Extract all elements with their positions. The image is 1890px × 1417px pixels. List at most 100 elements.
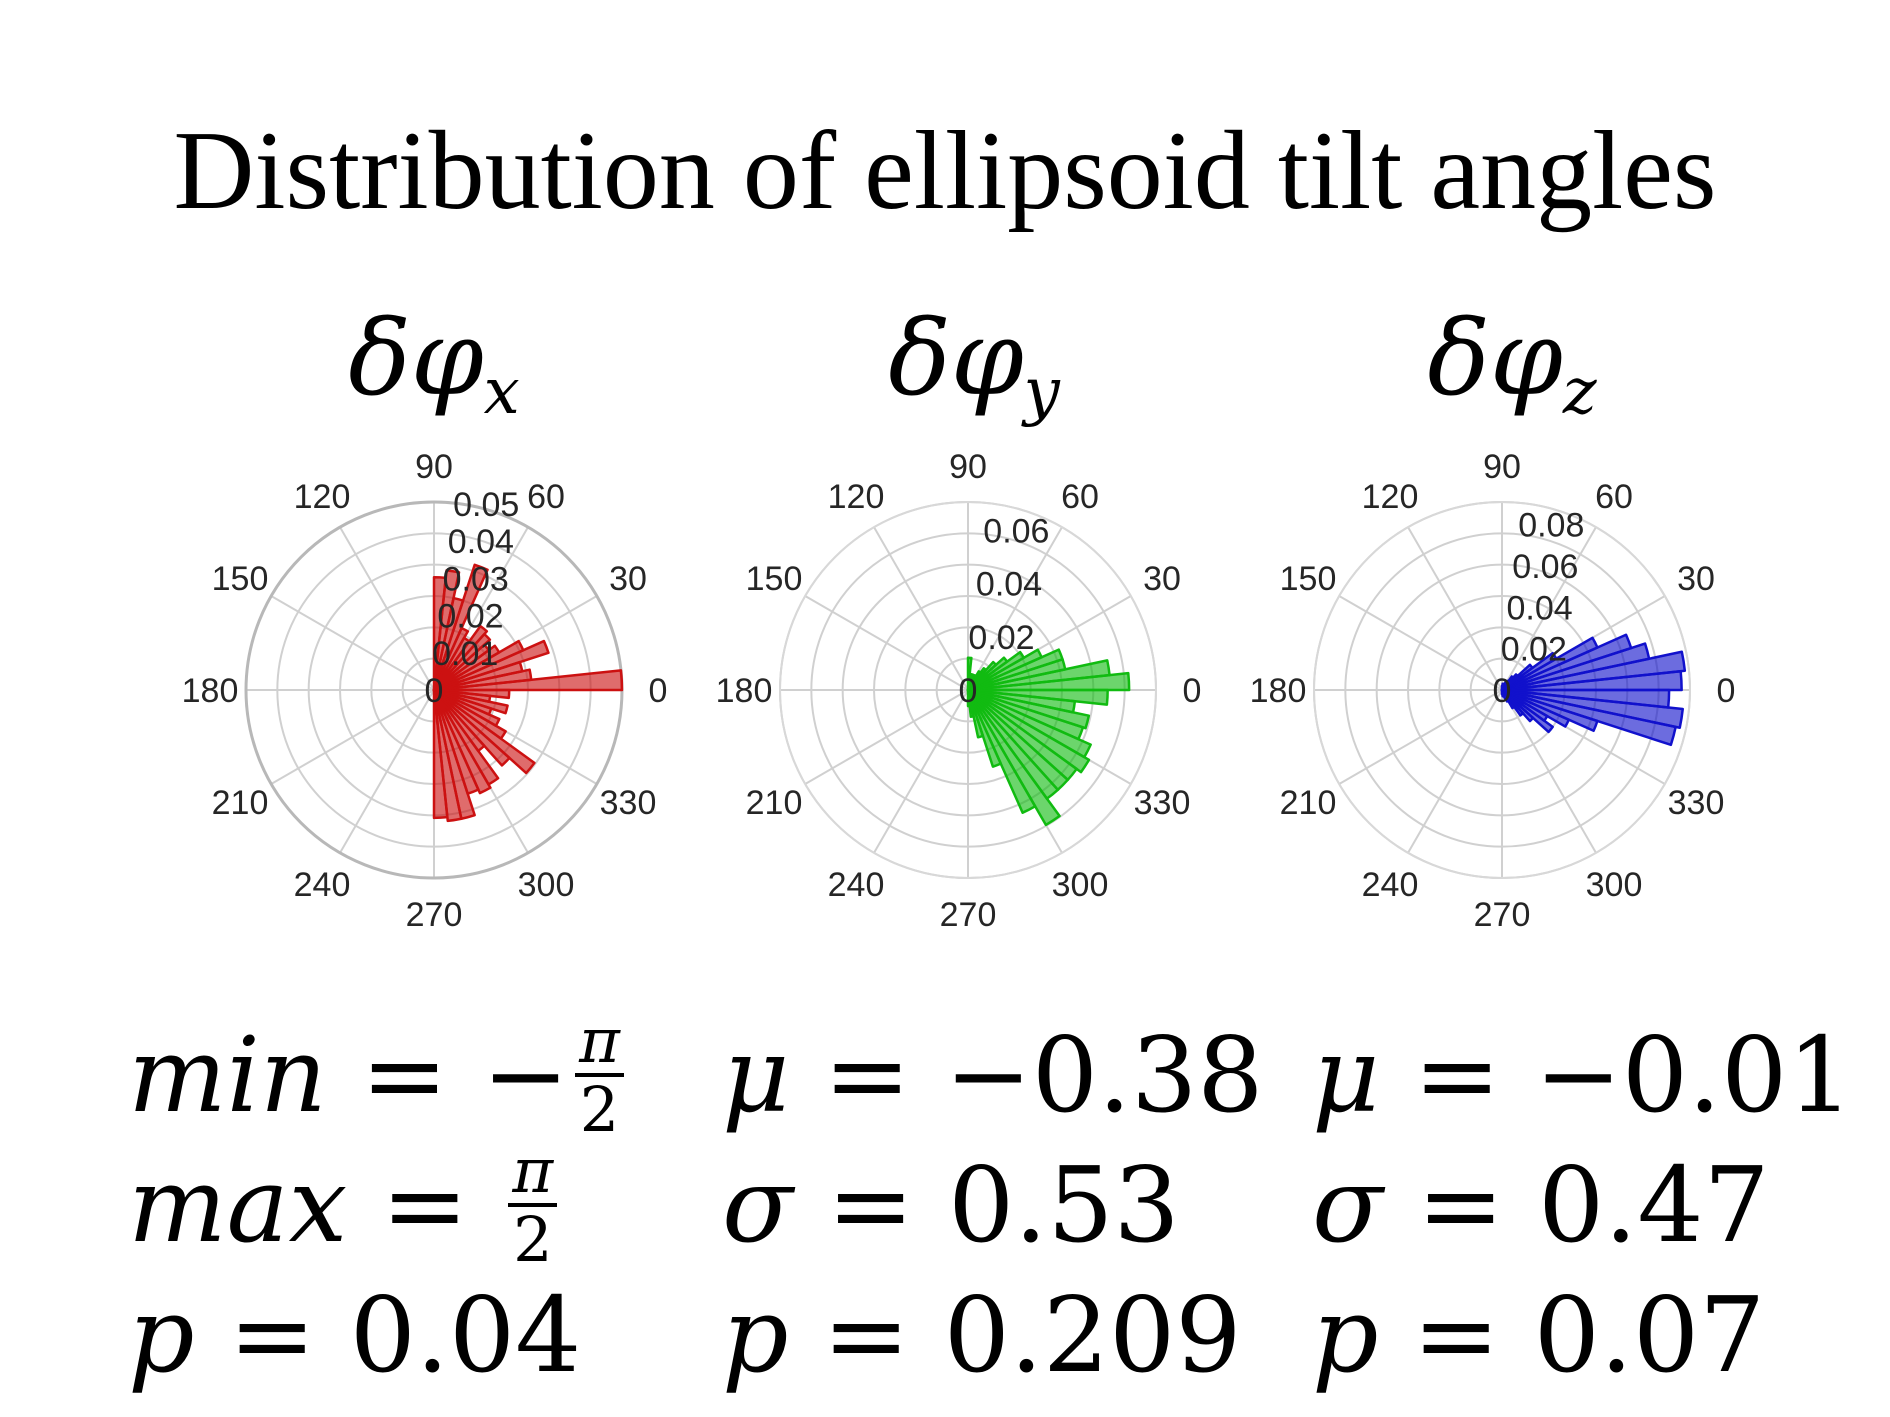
radial-tick-label: 0.01 [432,635,498,673]
radial-tick-label: 0 [1493,672,1512,710]
stat-min: min = − π 2 [128,1008,624,1142]
grid-spoke [1407,689,1503,854]
stat-sigma-eq: = [827,1144,915,1266]
stat-p-var: p [128,1274,195,1396]
angle-tick-label: 300 [518,866,575,904]
polar-chart-y: 0 30 60 90 120 150 180 210 240 270 300 330 0 0.02 0.04… [716,448,1202,934]
grid-spoke [1501,689,1597,854]
angle-tick-label: 240 [294,866,351,904]
stat-p: p = 0.04 [128,1270,624,1400]
angle-tick-label: 270 [940,896,997,934]
grid-spoke [804,595,969,691]
stat-sigma: σ = 0.47 [1312,1140,1853,1270]
stat-max-eq: = [381,1144,469,1266]
polar-bar [966,688,1091,774]
stat-sigma-eq: = [1417,1144,1505,1266]
radial-tick-label: 0.04 [1507,589,1573,627]
outer-circle [779,501,1157,879]
stat-sigma-value: 0.47 [1538,1144,1770,1266]
stat-p-var: p [722,1274,789,1396]
grid-spoke [1501,526,1597,691]
angle-tick-label: 60 [1595,478,1633,516]
angle-tick-label: 210 [746,784,803,822]
radial-tick-label: 0.02 [968,619,1034,657]
grid-spoke [873,689,969,854]
angle-tick-label: 270 [1474,896,1531,934]
angle-tick-label: 120 [828,478,885,516]
stat-max-numerator: π [508,1138,558,1207]
grid-spoke [339,689,435,854]
outer-circle [1313,501,1691,879]
polar-bar [432,624,489,692]
page-title: Distribution of ellipsoid tilt angles [173,109,1717,233]
stat-min-denominator: 2 [579,1073,620,1146]
stat-p-eq: = [822,1274,910,1396]
angle-tick-label: 240 [828,866,885,904]
grid-spoke [270,595,435,691]
angle-tick-label: 30 [609,560,647,598]
angle-tick-label: 90 [1483,448,1521,486]
radial-tick-label: 0.08 [1518,507,1584,545]
stat-max: max = π 2 [128,1138,624,1272]
radial-tick-label: 0.04 [448,523,514,561]
polar-bar [432,688,536,775]
stat-sigma: σ = 0.53 [722,1140,1263,1270]
polar-bar [1500,688,1684,730]
stats-x: min = − π 2 max = π 2 p = 0.04 [128,1008,624,1400]
radial-tick-label: 0.06 [1512,548,1578,586]
stat-min-fraction: π 2 [575,1008,624,1142]
angle-tick-label: 90 [415,448,453,486]
stat-mu-var: μ [722,1014,790,1136]
polar-bar [966,688,1092,759]
angle-tick-label: 60 [527,478,565,516]
angle-tick-label: 30 [1677,560,1715,598]
radial-tick-label: 0 [425,672,444,710]
stat-mu-var: μ [1312,1014,1380,1136]
grid-spoke [1338,689,1503,785]
angle-tick-label: 180 [716,672,773,710]
angle-tick-label: 210 [1280,784,1337,822]
stat-mu-value: −0.38 [944,1014,1264,1136]
stat-p-value: 0.209 [943,1274,1242,1396]
panel-title-z: δφz [1292,306,1732,424]
panel-title-subscript: y [1023,355,1060,430]
stat-mu: μ = −0.01 [1312,1010,1853,1140]
panel-title-x: δφx [214,306,654,424]
angle-tick-label: 270 [406,896,463,934]
polar-bar [966,688,1091,730]
stat-min-sign: − [482,1014,570,1136]
radial-tick-label: 0.04 [976,566,1042,604]
angle-tick-label: 210 [212,784,269,822]
polar-bar [966,656,973,692]
angle-tick-label: 330 [1134,784,1191,822]
angle-tick-label: 60 [1061,478,1099,516]
stat-sigma-var: σ [722,1144,793,1266]
grid-spoke [270,689,435,785]
stat-max-var: max [128,1144,348,1266]
angle-tick-label: 150 [212,560,269,598]
stats-z: μ = −0.01 σ = 0.47 p = 0.07 [1312,1010,1853,1400]
polar-bar [966,688,1061,827]
panel-title-subscript: x [483,355,520,430]
grid-spoke [339,526,435,691]
angle-tick-label: 90 [949,448,987,486]
angle-tick-label: 0 [1717,672,1736,710]
grid-spoke [1407,526,1503,691]
stat-p-value: 0.04 [349,1274,582,1396]
panel-title-symbol: δφ [1427,297,1563,419]
stat-min-eq: = [360,1014,448,1136]
stat-mu-eq: = [823,1014,911,1136]
radial-tick-label: 0.05 [453,486,519,524]
polar-chart-z: 030609012015018021024027030033000.020.04… [1250,448,1736,934]
panel-title-symbol: δφ [888,297,1024,419]
radial-tick-label: 0.02 [1501,631,1567,669]
angle-tick-label: 30 [1143,560,1181,598]
grid-spoke [804,689,969,785]
stat-mu: μ = −0.38 [722,1010,1263,1140]
stat-p: p = 0.209 [722,1270,1263,1400]
stat-p: p = 0.07 [1312,1270,1853,1400]
polar-bar [432,569,461,692]
angle-tick-label: 300 [1052,866,1109,904]
panel-title-subscript: z [1562,355,1597,430]
angle-tick-label: 150 [746,560,803,598]
